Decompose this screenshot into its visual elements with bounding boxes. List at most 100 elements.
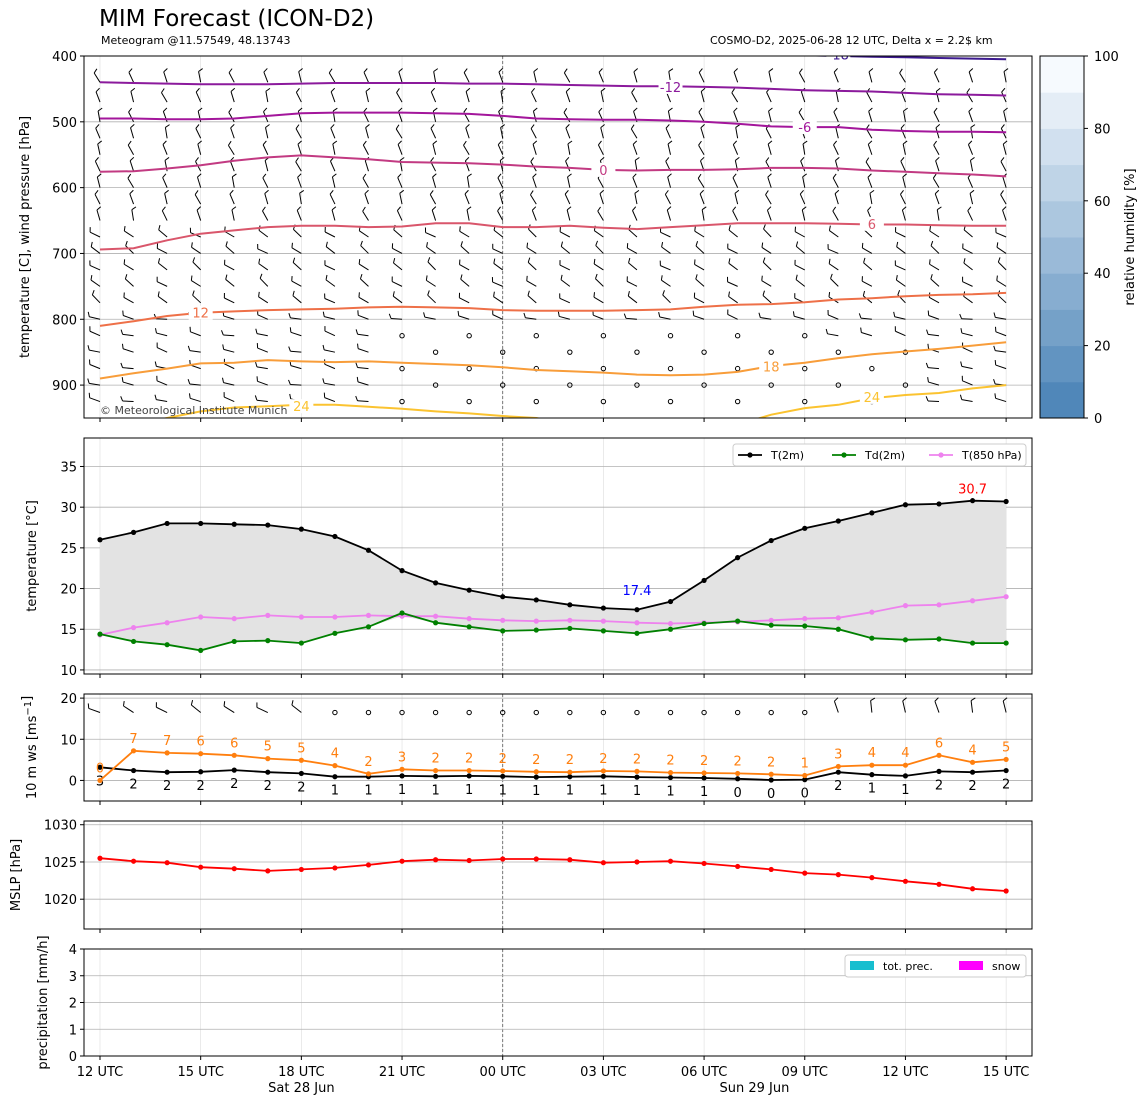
wind-barb-staff	[264, 160, 269, 172]
wind-barb-flag	[835, 156, 840, 161]
data-point	[365, 612, 372, 619]
temperature-panel: 10 15 20 25 30 35 temperature [°C] 30.7 17.4 T(2m…	[25, 437, 1033, 679]
data-point	[533, 856, 539, 862]
data-point	[332, 763, 338, 769]
wind-value-label: 1	[465, 783, 473, 798]
wind-barb-staff	[728, 262, 738, 271]
wind-value-label: 2	[767, 755, 775, 770]
calm-wind-marker	[567, 382, 573, 388]
data-point	[298, 770, 304, 777]
wind-barb-flag	[527, 290, 530, 296]
legend-swatch	[959, 961, 983, 970]
wind-barb-staff	[430, 91, 437, 103]
data-point	[600, 605, 607, 611]
wind-barb-staff	[760, 317, 772, 320]
isotherm-label: 6	[868, 218, 876, 233]
y-tick-label: 600	[52, 182, 77, 197]
wind-barb-staff	[397, 177, 403, 188]
colorbar-step	[1040, 128, 1084, 166]
wind-barb-staff	[935, 91, 940, 103]
wind-barb-staff	[531, 91, 537, 103]
wind-barb-staff	[632, 144, 638, 155]
wind-barb-staff	[530, 128, 537, 139]
wind-value-label: 2	[499, 752, 507, 767]
wind-barb-staff	[962, 248, 973, 254]
wind-barb-staff	[256, 706, 269, 713]
wind-barb-staff	[466, 209, 470, 221]
wind-barb-flag	[660, 275, 663, 281]
wind-barb-staff	[458, 315, 470, 320]
wind-barb-flag	[497, 206, 501, 212]
wind-barb-staff	[903, 110, 906, 122]
wind-barb-flag	[430, 157, 435, 162]
wind-barb-flag	[465, 156, 470, 162]
y-tick-label: 20	[60, 692, 77, 707]
wind-barb-staff	[1000, 128, 1007, 139]
wind-barb-staff	[867, 177, 873, 188]
wind-barb-flag	[493, 291, 495, 297]
wind-barb-flag	[263, 107, 268, 113]
wind-barb-staff	[768, 111, 772, 122]
wind-barb-staff	[762, 295, 772, 304]
wind-barb-flag	[858, 313, 862, 319]
data-point	[1003, 767, 1009, 774]
wind-barb-staff	[399, 193, 403, 205]
y-tick-label: 35	[60, 460, 77, 475]
wind-barb-flag	[595, 240, 599, 246]
wind-barb-staff	[697, 178, 705, 188]
wind-barb-staff	[291, 280, 302, 287]
wind-barb-flag	[90, 241, 93, 247]
wind-barb-staff	[129, 160, 135, 172]
data-point	[265, 522, 271, 528]
wind-barb-staff	[256, 333, 268, 337]
wind-barb-staff	[866, 92, 873, 103]
wind-barb-staff	[161, 92, 168, 103]
legend-marker	[747, 452, 753, 458]
data-point	[433, 767, 439, 774]
legend-swatch	[850, 961, 874, 970]
wind-barb-staff	[258, 229, 269, 238]
wind-barb-staff	[765, 128, 772, 139]
wind-barb-flag	[393, 258, 396, 264]
wind-barb-flag	[765, 190, 769, 195]
data-point	[365, 771, 372, 777]
wind-barb-flag	[121, 377, 124, 383]
wind-barb-flag	[255, 361, 258, 368]
wind-barb-staff	[189, 350, 201, 353]
calm-wind-marker	[734, 333, 741, 339]
wind-barb-staff	[628, 262, 638, 271]
extreme-annotation: 17.4	[622, 584, 651, 599]
wind-barb-flag	[862, 290, 866, 297]
isotherm-label-bg	[658, 79, 683, 94]
wind-barb-flag	[967, 206, 972, 211]
calm-wind-marker	[768, 709, 774, 716]
wind-barb-staff	[995, 350, 1007, 353]
wind-barb-flag	[600, 87, 606, 92]
wind-barb-staff	[698, 111, 705, 123]
wind-barb-staff	[329, 160, 336, 172]
wind-barb-flag	[228, 107, 233, 113]
wind-barb-flag	[94, 190, 99, 195]
wind-barb-flag	[197, 107, 203, 112]
legend-box	[732, 443, 1027, 467]
wind-barb-flag	[228, 68, 233, 73]
data-point	[600, 773, 607, 779]
wind-barb-flag	[997, 257, 1001, 263]
data-point	[97, 631, 103, 637]
data-point	[701, 577, 707, 584]
y-tick-label: 500	[52, 116, 77, 131]
colorbar-step	[1040, 164, 1084, 202]
wind-barb-staff	[600, 91, 604, 103]
data-point	[533, 597, 539, 603]
data-point	[768, 617, 774, 623]
wind-barb-staff	[525, 317, 537, 320]
wind-barb-flag	[732, 206, 737, 212]
wind-barb-staff	[627, 295, 638, 304]
wind-barb-flag	[255, 328, 258, 334]
wind-barb-staff	[228, 72, 235, 83]
data-point	[433, 857, 439, 863]
data-point	[365, 624, 372, 630]
wind-barb-flag	[296, 206, 302, 211]
wind-barb-staff	[633, 71, 638, 83]
wind-barb-flag	[868, 107, 873, 112]
